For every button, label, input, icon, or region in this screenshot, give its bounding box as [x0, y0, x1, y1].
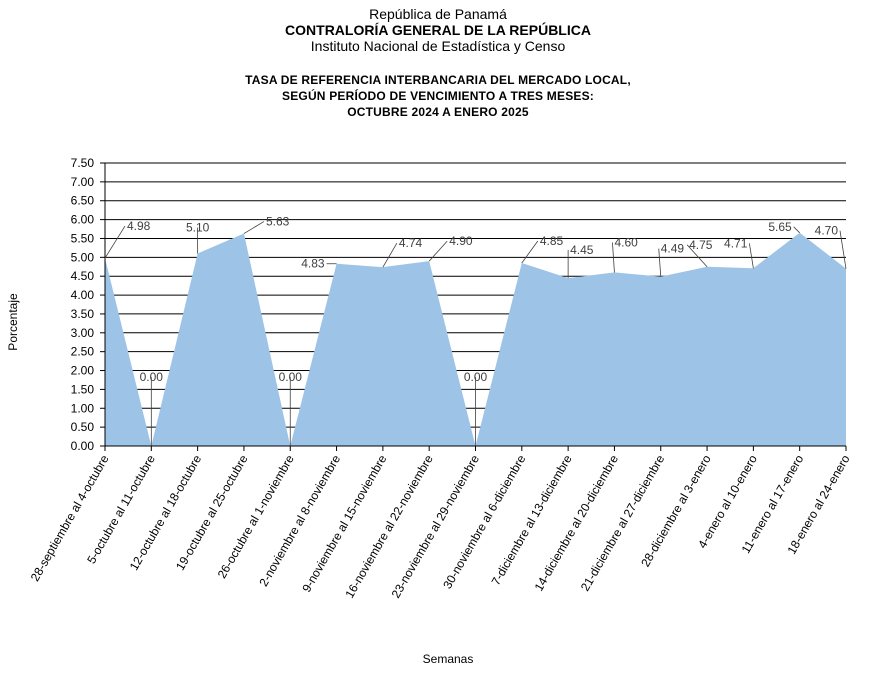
data-label: 0.00: [464, 370, 488, 384]
y-tick-label: 5.00: [71, 250, 95, 264]
y-tick-label: 7.50: [71, 156, 95, 170]
data-label: 4.90: [449, 234, 473, 248]
x-tick-label: 14-diciembre al 20-diciembre: [532, 452, 622, 593]
data-label: 0.00: [279, 370, 303, 384]
data-label-leader: [658, 248, 662, 277]
chart-title-line-3: OCTUBRE 2024 A ENERO 2025: [347, 105, 529, 119]
data-label-leader: [104, 225, 126, 259]
y-tick-label: 0.00: [71, 439, 95, 453]
x-tick-label: 28-septiembre al 4-octubre: [28, 452, 112, 583]
data-label-leader: [793, 226, 800, 234]
data-label: 4.74: [399, 236, 423, 250]
y-tick-labels: 0.00 0.50 1.00 1.50 2.00 2.50 3.00 3.50 4.00 4.50…: [71, 156, 95, 453]
x-tick-label: 23-noviembre al 29-noviembre: [389, 452, 483, 600]
y-tick-label: 2.50: [71, 345, 95, 359]
data-label-leader: [243, 221, 265, 234]
header-institution: CONTRALORÍA GENERAL DE LA REPÚBLICA: [285, 22, 591, 38]
y-tick-label: 4.00: [71, 288, 95, 302]
x-tick-label: 21-diciembre al 27-diciembre: [578, 452, 668, 593]
data-label: 4.70: [815, 224, 839, 238]
data-label: 4.98: [127, 219, 151, 233]
y-tick-label: 2.00: [71, 364, 95, 378]
data-label: 5.10: [186, 221, 210, 235]
data-label: 4.83: [301, 257, 325, 271]
data-label-leader: [428, 240, 448, 262]
y-tick-label: 7.00: [71, 175, 95, 189]
y-tick-label: 6.00: [71, 213, 95, 227]
data-label: 4.85: [540, 234, 564, 248]
data-label-leader: [686, 244, 708, 268]
x-tick-label: 9-noviembre al 15-noviembre: [299, 452, 389, 594]
x-tick-label: 30-noviembre al 6-diciembre: [440, 452, 528, 591]
data-label: 0.00: [140, 370, 164, 384]
y-tick-label: 5.50: [71, 231, 95, 245]
x-axis-label: Semanas: [423, 652, 474, 666]
chart-title-line-2: SEGÚN PERÍODO DE VENCIMIENTO A TRES MESE…: [282, 89, 594, 103]
data-label: 4.49: [661, 242, 685, 256]
y-tick-label: 0.50: [71, 420, 95, 434]
y-axis-label: Porcentaje: [6, 293, 20, 351]
data-label-leader: [748, 243, 754, 269]
y-tick-label: 1.00: [71, 401, 95, 415]
data-label: 4.75: [689, 238, 713, 252]
data-label: 4.45: [570, 243, 594, 257]
y-tick-label: 3.00: [71, 326, 95, 340]
x-tick-label: 16-noviembre al 22-noviembre: [342, 452, 436, 600]
header-institute: Instituto Nacional de Estadística y Cens…: [310, 38, 566, 54]
area-fill: [105, 232, 846, 446]
data-label: 5.65: [768, 220, 792, 234]
y-tick-label: 3.50: [71, 307, 95, 321]
data-label: 5.63: [266, 215, 290, 229]
data-label: 4.60: [614, 235, 638, 249]
x-tick-label: 7-diciembre al 13-diciembre: [489, 452, 575, 588]
chart-title-line-1: TASA DE REFERENCIA INTERBANCARIA DEL MER…: [245, 73, 631, 87]
data-label-leader: [839, 230, 847, 269]
data-label-leader: [612, 242, 615, 273]
y-tick-label: 1.50: [71, 382, 95, 396]
y-tick-label: 6.50: [71, 194, 95, 208]
x-tick-label: 2-noviembre al 8-noviembre: [256, 452, 343, 589]
area-series: [105, 232, 846, 446]
data-labels: 4.98 0.00 5.10 5.63 0.00 4.83 4.74 4.90 0.00 4.85…: [104, 215, 847, 446]
header-country: República de Panamá: [369, 6, 507, 22]
data-label-leader: [521, 240, 539, 264]
y-tick-label: 4.50: [71, 269, 95, 283]
data-label: 4.71: [724, 236, 748, 250]
data-label-leader: [382, 242, 398, 268]
